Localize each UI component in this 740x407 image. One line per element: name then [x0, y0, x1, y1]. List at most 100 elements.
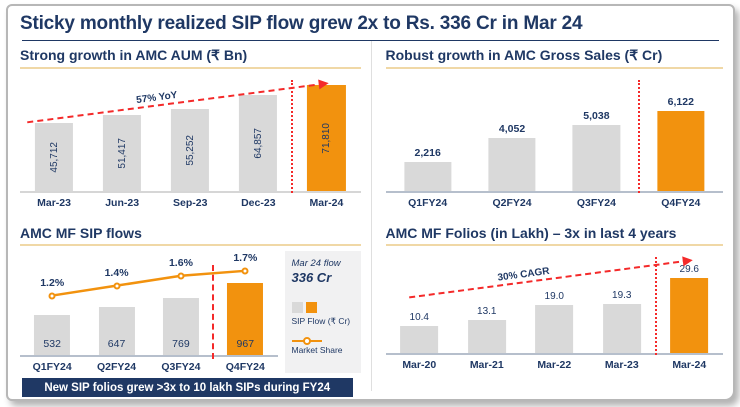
amc-aum-chart: 57% YoY 45,712 51,417 55,252 64,857 71,810 M… [20, 74, 361, 209]
x-axis-label: Q2FY24 [492, 197, 532, 209]
bar-value-label: 55,252 [184, 134, 196, 166]
bar-value-label: 64,857 [252, 127, 264, 159]
bar-column: 532 [20, 251, 84, 355]
sip-banner: New SIP folios grew >3x to 10 lakh SIPs … [22, 378, 353, 397]
bar-legend-label: SIP Flow (₹ Cr) [291, 316, 351, 326]
line-value-label: 1.6% [168, 256, 193, 269]
gross-sales-plot: 2,216 4,052 5,038 6,122 [385, 74, 723, 193]
sip-flows-chart: 532 647 769 967 1.2% 1.4% 1.6% 1.7% Q1FY24 Q2FY2… [20, 251, 278, 373]
x-axis-label: Mar-24 [672, 359, 707, 371]
x-axis-label: Mar-21 [469, 359, 504, 371]
bar-value-label: 45,712 [48, 141, 60, 173]
panel-folios: AMC MF Folios (in Lakh) – 3x in last 4 y… [370, 219, 734, 391]
bar-value-label: 71,810 [320, 122, 332, 154]
bar-column: 64,857 [224, 74, 292, 191]
line-value-label: 1.4% [104, 266, 129, 279]
bar [572, 124, 621, 191]
bar-value-label: 6,122 [667, 95, 694, 108]
bar-value-label: 10.4 [409, 312, 429, 324]
bar [670, 277, 709, 353]
line-value-label: 1.2% [40, 276, 65, 289]
bar-value-label: 19.0 [544, 290, 564, 302]
slide-title: Sticky monthly realized SIP flow grew 2x… [20, 13, 583, 34]
bar-column: 5,038 [554, 74, 638, 191]
section-title-gross-sales: Robust growth in AMC Gross Sales (₹ Cr) [385, 47, 723, 69]
gray-bar-swatch-icon [291, 302, 303, 313]
bar [400, 326, 439, 353]
bar: 64,857 [239, 94, 278, 191]
bar-value-label: 51,417 [116, 137, 128, 169]
bar-legend-swatches [291, 302, 355, 313]
bar-value-label: 769 [172, 338, 190, 350]
bar-column: 19.3 [588, 251, 656, 353]
line-marker-icon [113, 282, 121, 290]
x-axis-label: Q1FY24 [32, 361, 72, 373]
bar-column: 2,216 [386, 74, 470, 191]
x-axis-label: Q3FY24 [161, 361, 201, 373]
x-axis-label: Mar-22 [537, 359, 572, 371]
bar-column: 6,122 [637, 74, 723, 193]
section-title-sip-flows: AMC MF SIP flows [20, 225, 361, 246]
folios-plot: 30% CAGR 10.4 13.1 19.0 19.3 29.6 [385, 251, 724, 355]
x-axis-label: Mar-20 [402, 359, 437, 371]
bar-column: 45,712 [20, 74, 88, 191]
bar [162, 297, 199, 355]
line-marker-icon [241, 267, 249, 275]
bar-column: 10.4 [386, 251, 454, 353]
bar: 45,712 [34, 123, 74, 191]
slide-header: Sticky monthly realized SIP flow grew 2x… [8, 6, 733, 41]
line-legend-swatch-icon [291, 340, 322, 342]
bar-column: 51,417 [88, 74, 156, 191]
bar [535, 304, 574, 353]
bar: 51,417 [103, 114, 142, 191]
bar [404, 161, 452, 191]
panel-amc-aum: Strong growth in AMC AUM (₹ Bn) 57% YoY … [8, 41, 371, 219]
x-axis-label: Dec-23 [241, 197, 276, 209]
line-marker-icon [177, 272, 185, 280]
line-value-label: 1.7% [233, 251, 258, 264]
presentation-slide: Sticky monthly realized SIP flow grew 2x… [6, 4, 735, 401]
x-axis-label: Sep-23 [173, 197, 208, 209]
x-axis-label: Mar-23 [604, 359, 639, 371]
line-marker-icon [48, 292, 56, 300]
x-axis-label: Q3FY24 [576, 197, 616, 209]
bar-column: 4,052 [470, 74, 554, 191]
bar [34, 315, 71, 355]
bar: 55,252 [171, 109, 210, 191]
orange-bar-swatch-icon [305, 302, 317, 313]
bar-column: 19.0 [521, 251, 589, 353]
panel-sip-flows: AMC MF SIP flows 532 647 769 967 1.2% 1.4% 1.6… [8, 219, 371, 397]
folios-x-axis: Mar-20 Mar-21 Mar-22 Mar-23 Mar-24 [386, 355, 724, 371]
bar [98, 306, 135, 355]
sip-flows-x-axis: Q1FY24 Q2FY24 Q3FY24 Q4FY24 [20, 357, 278, 373]
x-axis-label: Mar-23 [37, 197, 71, 209]
legend-callout-value: 336 Cr [291, 270, 332, 285]
bar-value-label: 4,052 [498, 122, 526, 135]
sip-flows-wrap: 532 647 769 967 1.2% 1.4% 1.6% 1.7% Q1FY24 Q2FY2… [20, 251, 361, 373]
title-divider [22, 40, 719, 41]
bar [488, 137, 536, 191]
x-axis-label: Jun-23 [105, 197, 140, 209]
charts-grid: Strong growth in AMC AUM (₹ Bn) 57% YoY … [8, 41, 734, 397]
sip-flows-legend: Mar 24 flow 336 Cr SIP Flow (₹ Cr) Marke… [284, 251, 361, 373]
bar-value-label: 2,216 [414, 146, 441, 159]
bar-column: 29.6 [654, 251, 724, 355]
line-legend-label: Market Share [291, 345, 343, 355]
bar-column: 55,252 [156, 74, 224, 191]
bar-value-label: 19.3 [612, 289, 632, 301]
section-title-amc-aum: Strong growth in AMC AUM (₹ Bn) [20, 47, 361, 69]
bar-value-label: 532 [43, 338, 61, 350]
bar-column: 769 [149, 251, 213, 355]
bar-value-label: 967 [236, 338, 255, 350]
sip-flows-plot: 532 647 769 967 1.2% 1.4% 1.6% 1.7% [20, 251, 278, 359]
x-axis-label: Q2FY24 [97, 361, 137, 373]
x-axis-label: Mar-24 [309, 197, 344, 209]
gross-sales-x-axis: Q1FY24 Q2FY24 Q3FY24 Q4FY24 [386, 193, 724, 209]
x-axis-label: Q1FY24 [408, 197, 448, 209]
panel-gross-sales: Robust growth in AMC Gross Sales (₹ Cr) … [370, 41, 734, 219]
legend-callout-title: Mar 24 flow [291, 258, 341, 269]
bar-column: 71,810 [291, 74, 360, 193]
bar [657, 110, 705, 191]
bar-column: 13.1 [453, 251, 521, 353]
bar-column: 647 [84, 251, 148, 355]
